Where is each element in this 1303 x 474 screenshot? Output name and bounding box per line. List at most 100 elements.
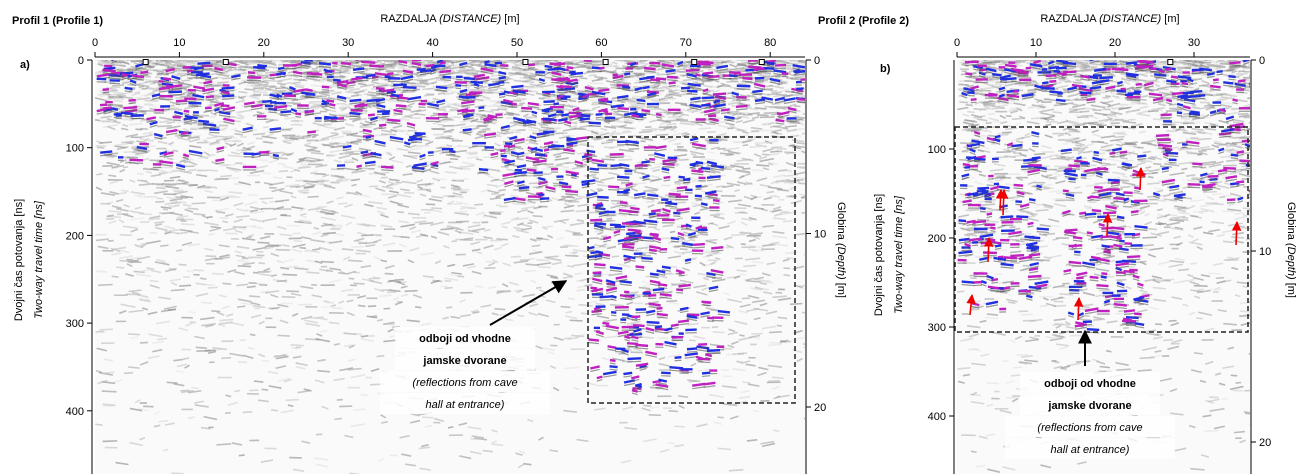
reflection-stroke <box>436 99 446 104</box>
reflection-stroke <box>634 86 643 91</box>
texture-stroke <box>674 182 681 186</box>
texture-stroke <box>492 103 499 107</box>
texture-stroke <box>194 404 209 408</box>
texture-stroke <box>159 116 172 121</box>
texture-stroke <box>346 141 359 145</box>
texture-stroke <box>693 284 707 289</box>
texture-stroke <box>748 238 756 243</box>
texture-stroke <box>368 60 372 61</box>
texture-stroke <box>267 370 279 375</box>
texture-stroke <box>803 253 805 256</box>
reflection-stroke <box>631 113 640 118</box>
texture-stroke <box>261 81 269 84</box>
texture-stroke <box>690 362 697 367</box>
texture-stroke <box>551 261 562 266</box>
texture-stroke <box>451 60 466 64</box>
reflection-stroke <box>193 85 206 90</box>
texture-stroke <box>801 150 805 154</box>
texture-stroke <box>520 223 532 228</box>
texture-stroke <box>334 179 348 184</box>
reflection-stroke <box>244 104 255 108</box>
texture-stroke <box>772 206 782 211</box>
texture-stroke <box>552 386 560 392</box>
reflection-stroke <box>393 112 403 116</box>
texture-stroke <box>138 85 145 89</box>
reflection-stroke <box>665 72 676 76</box>
texture-stroke <box>378 457 385 463</box>
texture-stroke <box>311 133 319 139</box>
texture-stroke <box>307 195 319 198</box>
texture-stroke <box>348 87 360 92</box>
texture-stroke <box>108 220 117 224</box>
texture-stroke <box>537 312 550 318</box>
texture-stroke <box>284 116 300 120</box>
texture-stroke <box>466 265 477 269</box>
texture-stroke <box>624 183 634 189</box>
texture-stroke <box>776 178 791 183</box>
texture-stroke <box>252 305 266 309</box>
texture-stroke <box>730 164 744 169</box>
reflection-stroke <box>321 105 330 108</box>
texture-stroke <box>236 259 249 264</box>
texture-stroke <box>773 395 781 400</box>
reflection-stroke <box>361 60 376 64</box>
reflection-stroke <box>599 70 605 73</box>
texture-stroke <box>737 203 752 208</box>
reflection-stroke <box>378 64 385 68</box>
texture-stroke <box>443 86 458 91</box>
texture-stroke <box>433 133 444 136</box>
texture-stroke <box>217 81 229 84</box>
texture-stroke <box>569 124 578 129</box>
texture-stroke <box>300 65 312 69</box>
texture-stroke <box>798 193 805 197</box>
texture-stroke <box>158 419 169 423</box>
texture-stroke <box>610 99 626 104</box>
reflection-stroke <box>631 117 639 121</box>
texture-stroke <box>333 64 347 67</box>
reflection-stroke <box>680 86 691 90</box>
texture-stroke <box>557 185 572 190</box>
reflection-stroke <box>273 104 288 110</box>
texture-stroke <box>113 379 123 383</box>
texture-stroke <box>430 279 440 284</box>
reflection-stroke <box>551 74 562 79</box>
texture-stroke <box>143 167 150 171</box>
reflection-stroke <box>276 71 286 76</box>
texture-stroke <box>95 270 107 273</box>
texture-stroke <box>181 79 191 82</box>
texture-stroke <box>225 313 234 317</box>
texture-stroke <box>436 78 443 82</box>
texture-stroke <box>603 63 613 67</box>
texture-stroke <box>786 169 793 174</box>
texture-stroke <box>170 288 185 292</box>
texture-stroke <box>136 172 144 176</box>
texture-stroke <box>250 94 259 100</box>
texture-stroke <box>622 405 634 411</box>
texture-stroke <box>473 115 485 118</box>
texture-stroke <box>699 224 706 227</box>
texture-stroke <box>480 60 483 61</box>
texture-stroke <box>600 176 615 182</box>
texture-stroke <box>152 340 165 344</box>
texture-stroke <box>736 116 743 121</box>
texture-stroke <box>801 211 805 214</box>
reflection-stroke <box>351 76 363 81</box>
texture-stroke <box>119 259 133 263</box>
texture-stroke <box>236 109 252 114</box>
texture-stroke <box>594 230 605 233</box>
texture-stroke <box>564 60 578 64</box>
reflection-stroke <box>775 118 785 123</box>
texture-stroke <box>298 78 306 82</box>
reflection-stroke <box>721 111 730 115</box>
texture-stroke <box>740 221 748 226</box>
texture-stroke <box>219 294 227 298</box>
texture-stroke <box>770 150 779 153</box>
texture-stroke <box>338 300 345 304</box>
texture-stroke <box>140 134 153 139</box>
reflection-stroke <box>656 116 662 119</box>
texture-stroke <box>184 364 190 369</box>
texture-stroke <box>262 140 273 144</box>
texture-stroke <box>729 63 738 68</box>
texture-stroke <box>172 182 187 186</box>
reflection-stroke <box>766 65 775 68</box>
